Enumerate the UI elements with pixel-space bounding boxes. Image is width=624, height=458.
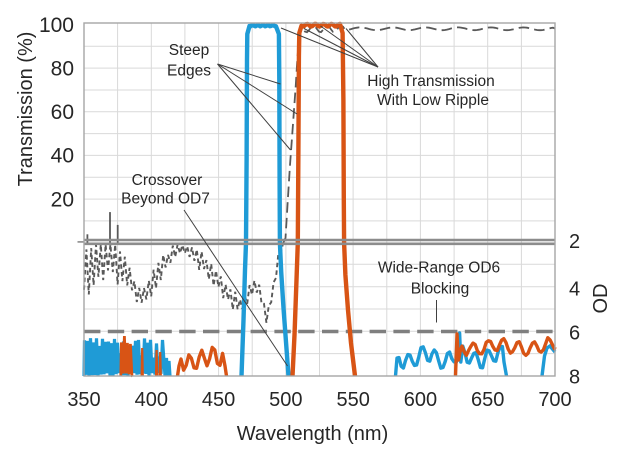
svg-text:High Transmission: High Transmission: [367, 73, 495, 90]
svg-text:4: 4: [569, 279, 580, 301]
svg-text:Blocking: Blocking: [411, 281, 470, 298]
svg-text:450: 450: [202, 389, 235, 411]
svg-text:600: 600: [404, 389, 437, 411]
svg-text:Wide-Range OD6: Wide-Range OD6: [378, 260, 500, 277]
svg-text:Wavelength (nm): Wavelength (nm): [237, 423, 389, 445]
svg-text:700: 700: [538, 389, 571, 411]
svg-text:6: 6: [569, 323, 580, 345]
svg-text:20: 20: [51, 188, 74, 211]
svg-text:Beyond OD7: Beyond OD7: [121, 191, 210, 208]
svg-text:OD: OD: [590, 284, 612, 314]
svg-text:Steep: Steep: [169, 42, 210, 59]
svg-text:8: 8: [569, 367, 580, 389]
svg-text:400: 400: [135, 389, 168, 411]
svg-text:Edges: Edges: [167, 63, 211, 80]
svg-text:550: 550: [336, 389, 369, 411]
svg-text:40: 40: [51, 145, 74, 168]
svg-text:80: 80: [51, 57, 74, 80]
svg-text:650: 650: [471, 389, 504, 411]
svg-text:Crossover: Crossover: [132, 172, 203, 189]
svg-text:500: 500: [269, 389, 302, 411]
svg-text:350: 350: [67, 389, 100, 411]
svg-text:100: 100: [39, 14, 74, 37]
svg-text:60: 60: [51, 101, 74, 124]
svg-text:2: 2: [569, 231, 580, 253]
svg-text:With Low Ripple: With Low Ripple: [377, 92, 489, 109]
svg-text:Transmission (%): Transmission (%): [15, 32, 37, 187]
